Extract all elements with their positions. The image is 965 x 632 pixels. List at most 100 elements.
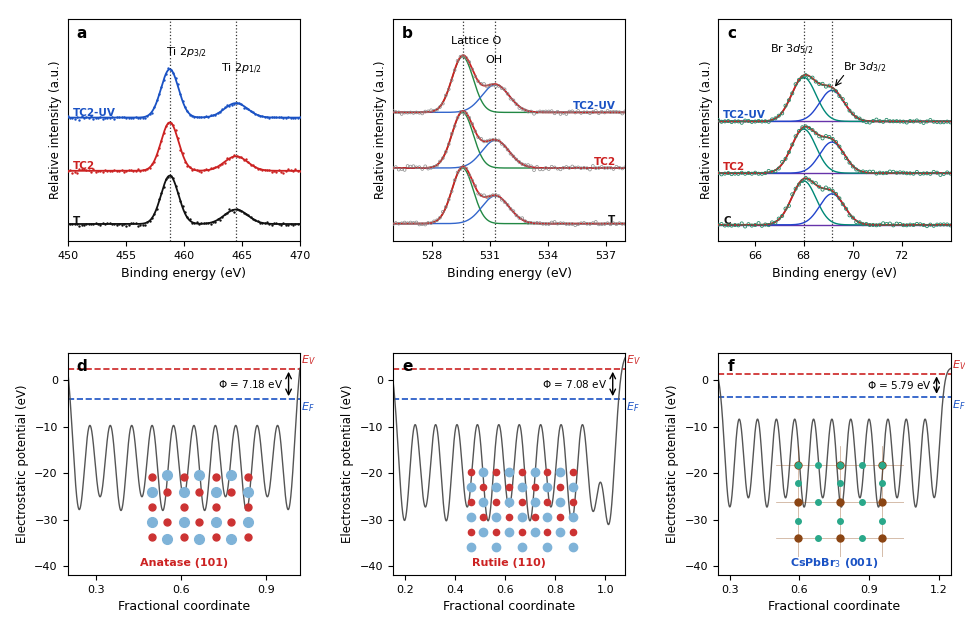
Text: TC2-UV: TC2-UV	[723, 111, 766, 120]
Point	[506, 151, 521, 161]
Point	[488, 81, 504, 91]
Point	[186, 218, 202, 228]
Point	[412, 107, 427, 118]
Point	[480, 192, 495, 202]
Point	[186, 164, 202, 174]
Point	[421, 164, 436, 174]
Point	[273, 220, 289, 230]
Text: CsPbBr$_3$ (001): CsPbBr$_3$ (001)	[790, 556, 878, 570]
Point	[805, 125, 820, 135]
Point	[450, 112, 465, 123]
Point	[794, 72, 810, 82]
Point	[511, 157, 527, 167]
Point	[163, 118, 179, 128]
Point	[125, 112, 141, 123]
Point	[149, 204, 164, 214]
Point	[224, 152, 239, 162]
Point	[597, 163, 613, 173]
Point	[179, 106, 195, 116]
Point	[609, 219, 624, 229]
Point	[920, 221, 935, 231]
Point	[544, 106, 560, 116]
Point	[943, 221, 958, 231]
Point	[140, 111, 155, 121]
Point	[618, 106, 633, 116]
Point	[81, 165, 96, 175]
Point	[491, 191, 507, 201]
Point	[841, 210, 857, 221]
Point	[260, 217, 275, 227]
Text: $E_V$: $E_V$	[626, 354, 642, 367]
Point	[429, 216, 445, 226]
Point	[165, 68, 180, 78]
Point	[292, 166, 308, 176]
Point	[447, 65, 462, 75]
Point	[206, 217, 221, 228]
Point	[175, 149, 190, 159]
Point	[929, 219, 945, 229]
Point	[503, 94, 518, 104]
Point	[553, 164, 568, 174]
Point	[250, 110, 265, 120]
Point	[181, 110, 197, 120]
Point	[199, 111, 214, 121]
Point	[194, 111, 209, 121]
Point	[91, 166, 106, 176]
Point	[137, 219, 152, 229]
Text: TC2-UV: TC2-UV	[572, 101, 616, 111]
Point	[240, 104, 256, 114]
Point	[402, 162, 418, 172]
Point	[74, 111, 90, 121]
Point	[453, 164, 468, 174]
Point	[178, 157, 193, 167]
Point	[112, 166, 127, 176]
Point	[778, 154, 793, 164]
Point	[553, 109, 568, 119]
Point	[215, 159, 231, 169]
Point	[281, 164, 296, 174]
Point	[893, 167, 908, 178]
Point	[152, 195, 167, 205]
Point	[728, 220, 743, 230]
Point	[109, 166, 124, 176]
Point	[909, 167, 924, 177]
Point	[808, 178, 823, 188]
Text: TC2: TC2	[73, 161, 96, 171]
Point	[65, 167, 80, 178]
Point	[210, 108, 226, 118]
Point	[179, 161, 195, 171]
Point	[768, 113, 784, 123]
Point	[882, 166, 897, 176]
Point	[755, 116, 770, 126]
Point	[444, 75, 459, 85]
Point	[798, 173, 813, 183]
Point	[808, 76, 823, 87]
Point	[206, 163, 221, 173]
Point	[418, 106, 433, 116]
Point	[603, 107, 619, 117]
Point	[268, 218, 284, 228]
Point	[520, 107, 536, 117]
Point	[467, 181, 482, 191]
Point	[245, 160, 261, 170]
Point	[114, 112, 129, 122]
Point	[547, 217, 563, 227]
Text: $E_F$: $E_F$	[951, 398, 965, 412]
Point	[415, 109, 430, 119]
Point	[397, 165, 412, 175]
Point	[893, 116, 908, 126]
Point	[835, 148, 850, 158]
Point	[728, 116, 743, 126]
Point	[916, 168, 931, 178]
Point	[899, 168, 915, 178]
Point	[88, 113, 103, 123]
Text: C: C	[723, 216, 731, 226]
Point	[889, 116, 904, 126]
Point	[385, 163, 400, 173]
Point	[751, 218, 766, 228]
Point	[929, 167, 945, 178]
Point	[224, 205, 239, 216]
Point	[234, 152, 249, 162]
Point	[506, 95, 521, 106]
Point	[86, 164, 101, 174]
